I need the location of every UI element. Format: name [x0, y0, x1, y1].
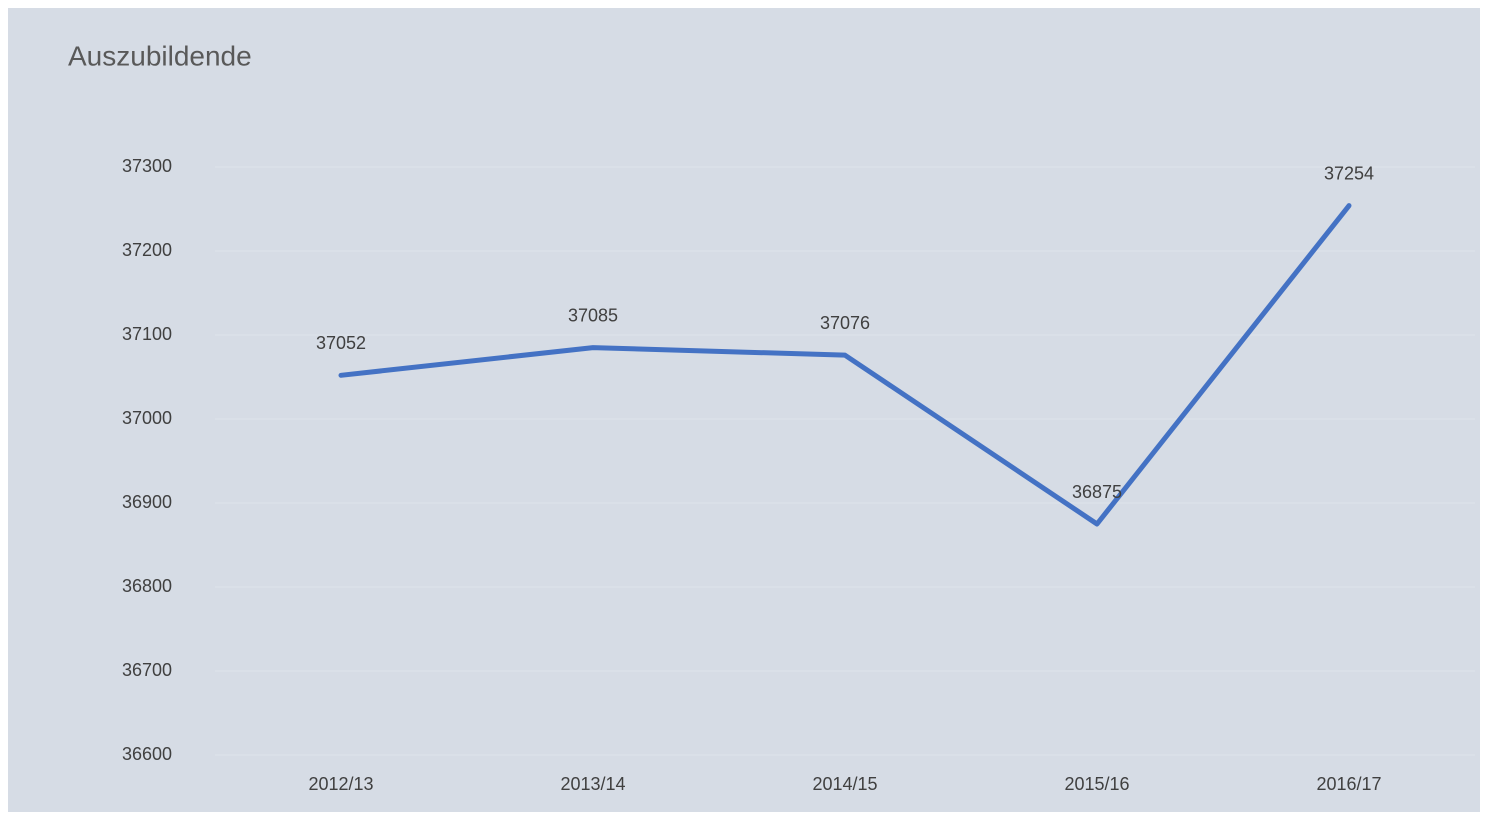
y-tick-label: 36700 — [122, 660, 172, 680]
y-tick-label: 37000 — [122, 408, 172, 428]
data-label: 36875 — [1072, 482, 1122, 502]
data-label: 37052 — [316, 333, 366, 353]
x-tick-label: 2016/17 — [1316, 774, 1381, 794]
y-tick-label: 36900 — [122, 492, 172, 512]
data-label: 37254 — [1324, 163, 1374, 183]
y-tick-label: 36600 — [122, 744, 172, 764]
chart-title: Auszubildende — [68, 40, 252, 71]
line-series — [338, 203, 1352, 527]
data-label: 37085 — [568, 305, 618, 325]
x-tick-label: 2014/15 — [812, 774, 877, 794]
x-tick-label: 2015/16 — [1064, 774, 1129, 794]
y-tick-label: 37100 — [122, 324, 172, 344]
x-tick-label: 2013/14 — [560, 774, 625, 794]
y-tick-label: 37200 — [122, 240, 172, 260]
x-tick-label: 2012/13 — [308, 774, 373, 794]
y-tick-label: 36800 — [122, 576, 172, 596]
chart-background — [8, 8, 1480, 812]
y-tick-label: 37300 — [122, 156, 172, 176]
data-label: 37076 — [820, 313, 870, 333]
